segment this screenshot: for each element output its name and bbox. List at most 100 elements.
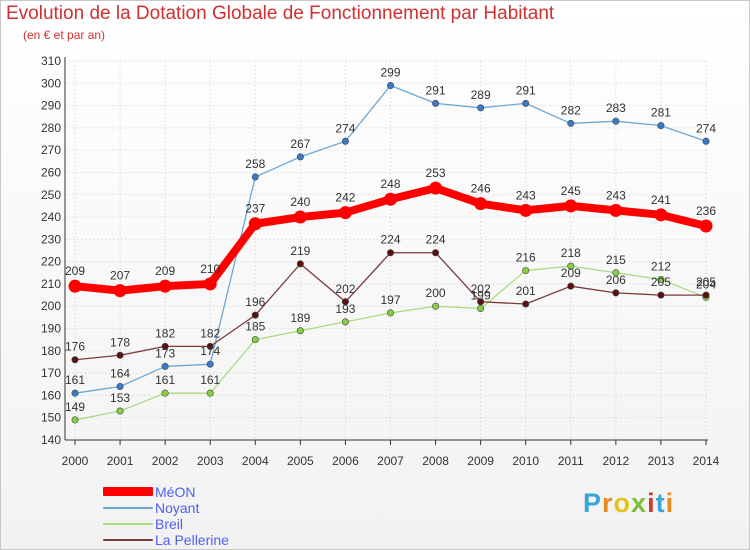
x-tick-label: 2012 <box>603 454 630 468</box>
data-point-meon <box>564 199 578 213</box>
x-tick-label: 2006 <box>332 454 359 468</box>
data-label-breil: 197 <box>380 293 400 307</box>
logo-letter: i <box>647 488 656 518</box>
data-label-breil: 189 <box>290 311 310 325</box>
data-point-breil <box>296 327 304 335</box>
x-tick-label: 2010 <box>512 454 539 468</box>
logo-letter: r <box>602 488 614 518</box>
y-tick-label: 290 <box>41 99 61 113</box>
data-label-meon: 248 <box>380 177 400 191</box>
data-point-noyant <box>71 389 79 397</box>
data-label-la-pellerine: 176 <box>65 340 85 354</box>
data-point-meon <box>699 219 713 233</box>
data-point-meon <box>113 284 127 298</box>
data-label-la-pellerine: 205 <box>696 275 716 289</box>
series-layer <box>68 82 713 424</box>
data-label-breil: 161 <box>200 373 220 387</box>
data-label-la-pellerine: 202 <box>335 282 355 296</box>
chart-title: Evolution de la Dotation Globale de Fonc… <box>6 3 555 24</box>
data-point-la-pellerine <box>71 356 79 364</box>
data-point-breil <box>71 416 79 424</box>
data-point-breil <box>161 389 169 397</box>
data-point-meon <box>429 181 443 195</box>
data-point-breil <box>432 302 440 310</box>
data-label-meon: 207 <box>110 269 130 283</box>
data-point-la-pellerine <box>116 351 124 359</box>
x-tick-label: 2001 <box>107 454 134 468</box>
data-label-meon: 237 <box>245 202 265 216</box>
y-tick-label: 310 <box>41 54 61 68</box>
data-point-la-pellerine <box>341 298 349 306</box>
legend-item-noyant: Noyant <box>103 500 303 516</box>
data-point-meon <box>68 279 82 293</box>
data-point-breil <box>477 304 485 312</box>
data-label-breil: 161 <box>155 373 175 387</box>
data-point-noyant <box>522 99 530 107</box>
data-point-la-pellerine <box>702 291 710 299</box>
data-label-breil: 193 <box>335 302 355 316</box>
data-label-meon: 240 <box>290 195 310 209</box>
data-label-breil: 185 <box>245 320 265 334</box>
data-point-la-pellerine <box>657 291 665 299</box>
data-point-breil <box>567 262 575 270</box>
x-tick-label: 2007 <box>377 454 404 468</box>
legend-swatch-breil <box>103 523 153 525</box>
logo-letter: t <box>655 488 666 518</box>
x-tick-label: 2002 <box>152 454 179 468</box>
data-label-noyant: 282 <box>561 103 581 117</box>
legend-item-breil: Breil <box>103 516 303 532</box>
data-label-breil: 149 <box>65 400 85 414</box>
data-point-noyant <box>612 117 620 125</box>
data-label-noyant: 291 <box>426 83 446 97</box>
data-label-meon: 242 <box>335 191 355 205</box>
data-point-la-pellerine <box>296 260 304 268</box>
legend-swatch-meon <box>103 487 153 496</box>
data-label-noyant: 291 <box>516 83 536 97</box>
data-label-noyant: 164 <box>110 366 130 380</box>
data-point-meon <box>338 206 352 220</box>
logo-letter: o <box>613 488 632 518</box>
data-point-noyant <box>432 99 440 107</box>
data-point-meon <box>248 217 262 231</box>
data-label-breil: 204 <box>696 277 716 291</box>
data-point-noyant <box>161 362 169 370</box>
data-point-noyant <box>116 382 124 390</box>
data-point-meon <box>474 197 488 211</box>
data-label-la-pellerine: 182 <box>200 326 220 340</box>
y-tick-label: 230 <box>41 232 61 246</box>
x-tick-label: 2005 <box>287 454 314 468</box>
x-tick-label: 2014 <box>693 454 720 468</box>
y-tick-label: 180 <box>41 344 61 358</box>
x-tick-label: 2004 <box>242 454 269 468</box>
data-label-noyant: 258 <box>245 157 265 171</box>
data-label-la-pellerine: 209 <box>561 266 581 280</box>
data-label-la-pellerine: 202 <box>471 282 491 296</box>
y-tick-label: 220 <box>41 255 61 269</box>
data-point-la-pellerine <box>612 289 620 297</box>
proxiti-logo: Proxiti <box>583 488 674 519</box>
x-tick-label: 2011 <box>558 454 584 468</box>
x-tick-label: 2009 <box>467 454 494 468</box>
data-point-meon <box>609 203 623 217</box>
data-point-meon <box>654 208 668 222</box>
data-label-la-pellerine: 224 <box>426 233 446 247</box>
legend-swatch-la-pellerine <box>103 539 153 541</box>
data-label-meon: 253 <box>426 166 446 180</box>
data-point-la-pellerine <box>522 300 530 308</box>
data-point-breil <box>612 269 620 277</box>
data-point-la-pellerine <box>477 298 485 306</box>
y-tick-label: 280 <box>41 121 61 135</box>
data-label-meon: 209 <box>155 264 175 278</box>
data-label-breil: 216 <box>516 251 536 265</box>
data-point-breil <box>522 267 530 275</box>
data-point-breil <box>386 309 394 317</box>
data-label-la-pellerine: 196 <box>245 295 265 309</box>
data-label-meon: 241 <box>651 193 671 207</box>
y-tick-label: 240 <box>41 210 61 224</box>
data-label-noyant: 174 <box>200 344 220 358</box>
data-label-la-pellerine: 224 <box>380 233 400 247</box>
data-label-breil: 212 <box>651 259 671 273</box>
data-label-breil: 153 <box>110 391 130 405</box>
